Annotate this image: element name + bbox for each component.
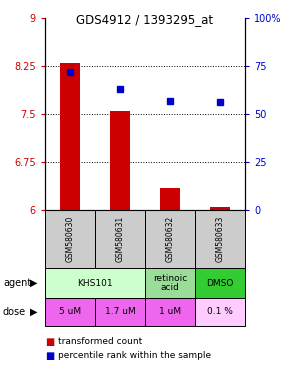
Text: 5 uM: 5 uM — [59, 308, 81, 316]
Bar — [195, 210, 245, 268]
Text: ■: ■ — [45, 351, 54, 361]
Bar — [160, 188, 180, 210]
Text: retinoic
acid: retinoic acid — [153, 274, 187, 292]
Bar — [145, 210, 195, 268]
Text: ▶: ▶ — [30, 278, 37, 288]
Bar — [45, 298, 95, 326]
Text: 1.7 uM: 1.7 uM — [105, 308, 135, 316]
Text: GSM580631: GSM580631 — [115, 216, 124, 262]
Text: GSM580630: GSM580630 — [66, 216, 75, 262]
Text: ■: ■ — [45, 337, 54, 347]
Text: percentile rank within the sample: percentile rank within the sample — [58, 351, 211, 361]
Bar — [45, 210, 95, 268]
Text: GSM580633: GSM580633 — [215, 216, 224, 262]
Text: transformed count: transformed count — [58, 338, 142, 346]
Bar — [145, 268, 195, 298]
Bar — [195, 298, 245, 326]
Bar — [95, 210, 145, 268]
Text: KHS101: KHS101 — [77, 278, 113, 288]
Text: agent: agent — [3, 278, 31, 288]
Bar — [45, 268, 145, 298]
Text: DMSO: DMSO — [206, 278, 234, 288]
Text: GSM580632: GSM580632 — [166, 216, 175, 262]
Text: ▶: ▶ — [30, 307, 37, 317]
Text: 0.1 %: 0.1 % — [207, 308, 233, 316]
Bar — [210, 207, 230, 210]
Bar — [195, 268, 245, 298]
Text: GDS4912 / 1393295_at: GDS4912 / 1393295_at — [77, 13, 213, 26]
Text: 1 uM: 1 uM — [159, 308, 181, 316]
Bar — [60, 63, 80, 210]
Bar — [145, 298, 195, 326]
Bar — [95, 298, 145, 326]
Text: dose: dose — [3, 307, 26, 317]
Bar — [110, 111, 130, 210]
